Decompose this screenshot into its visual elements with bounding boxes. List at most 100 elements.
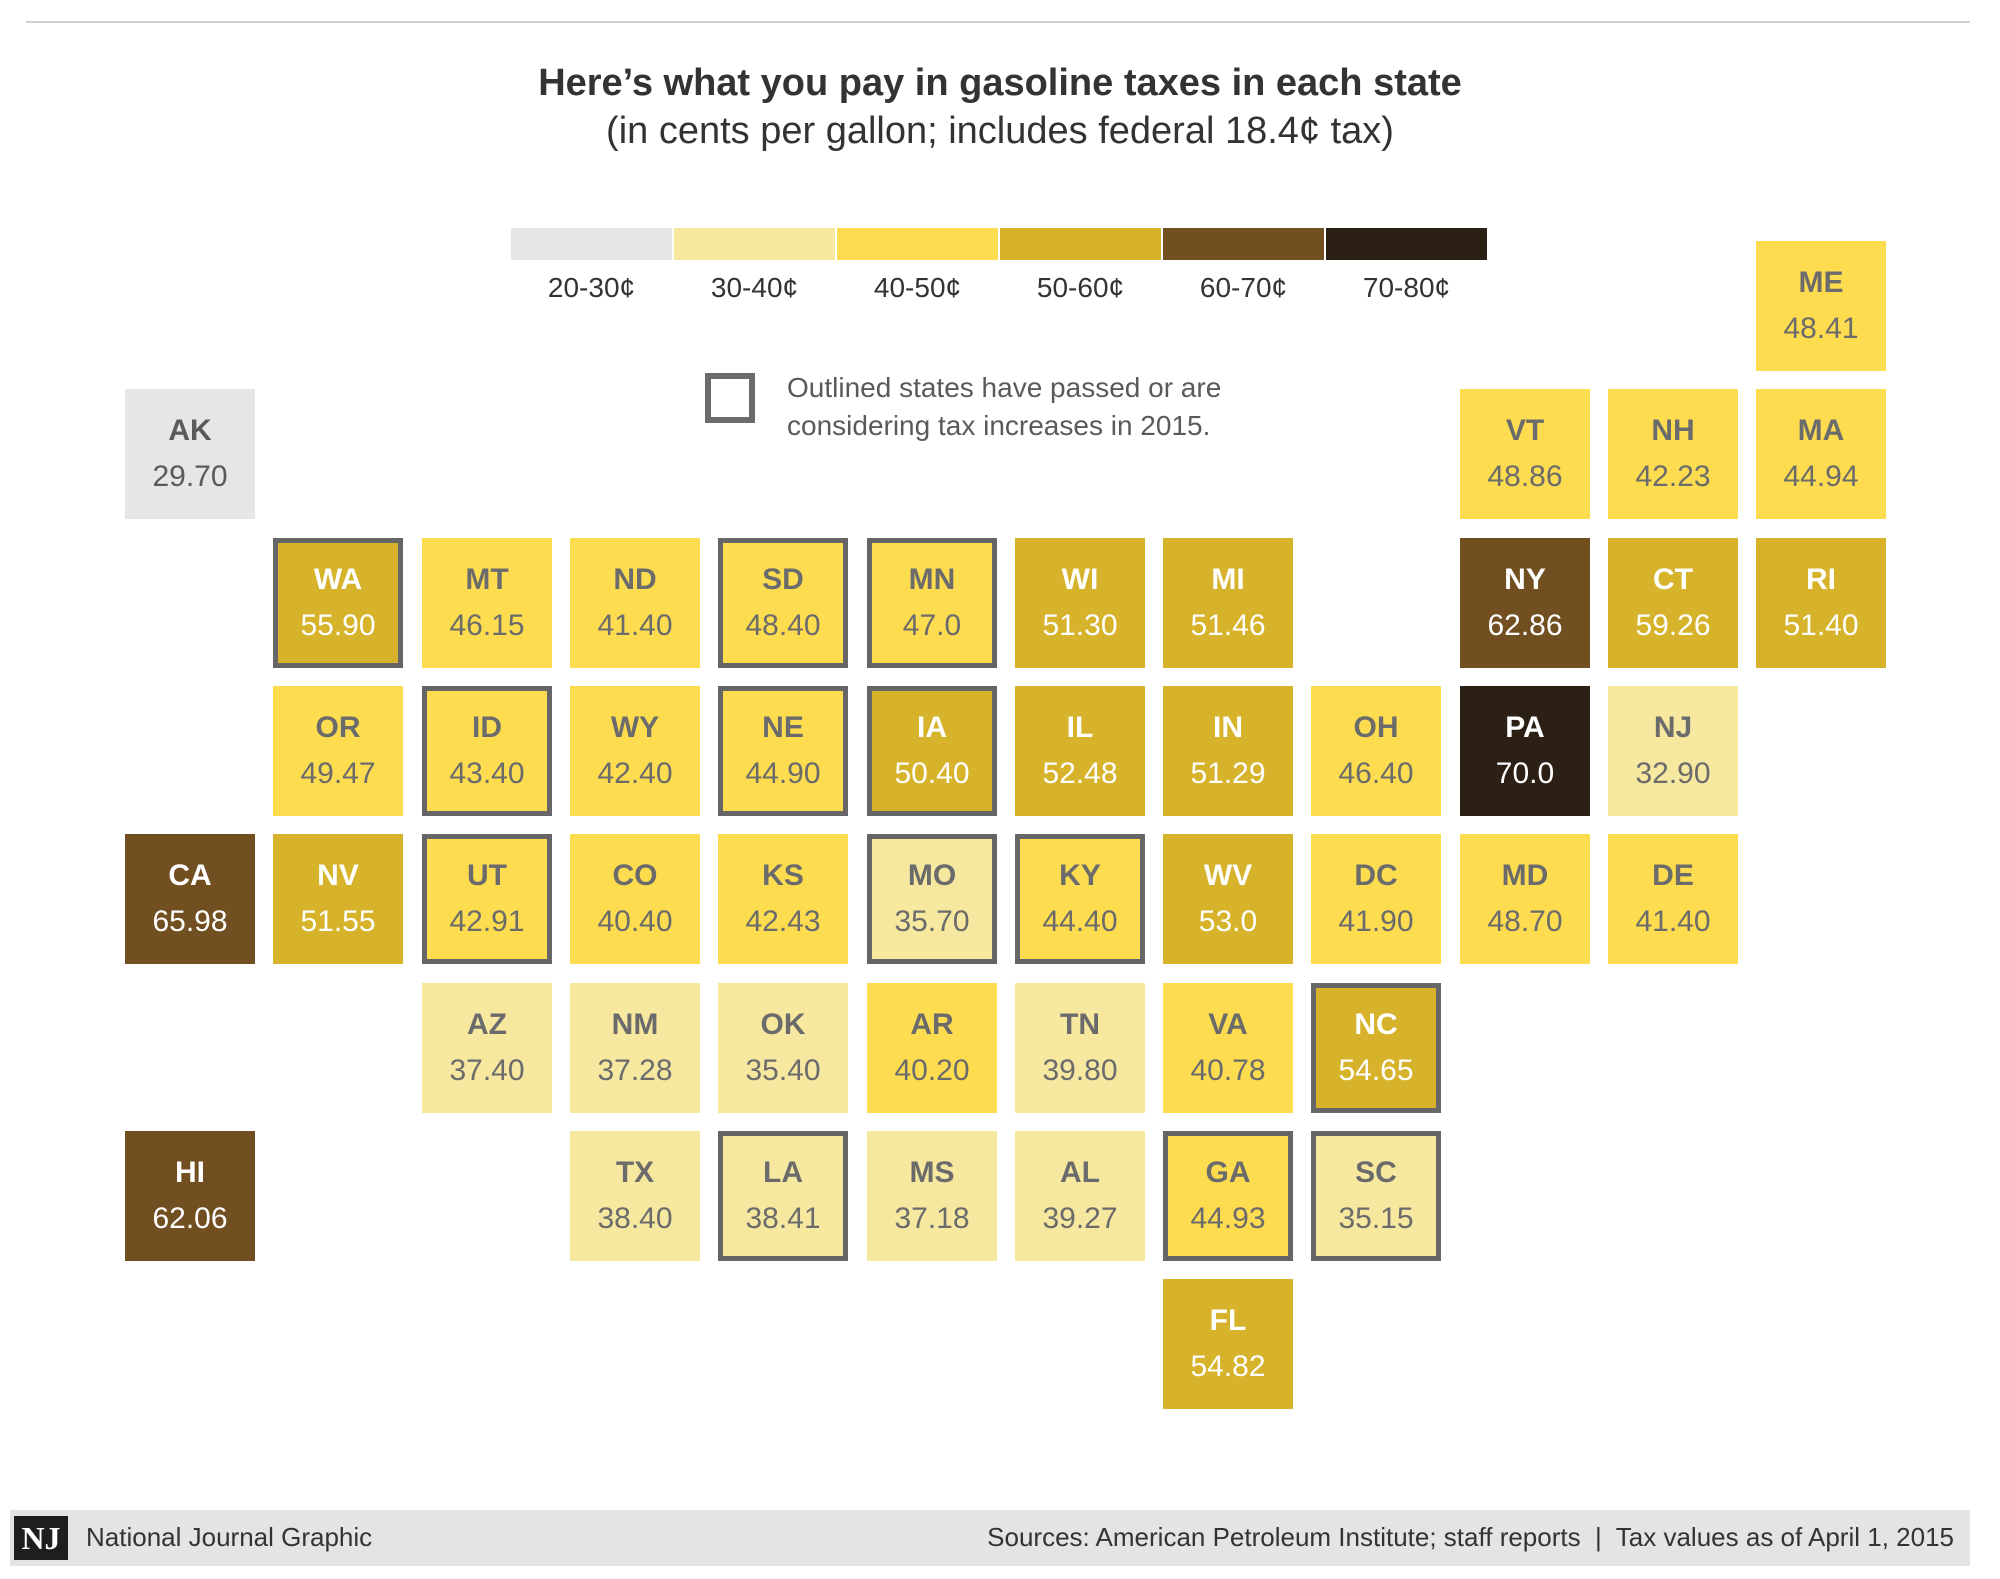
state-tile-pa: PA 70.0: [1460, 686, 1590, 816]
state-tile-de: DE 41.40: [1608, 834, 1738, 964]
state-abbr: KY: [1059, 859, 1101, 892]
state-abbr: AL: [1060, 1156, 1100, 1189]
state-abbr: OR: [315, 711, 361, 744]
legend-swatch: [511, 228, 672, 260]
state-tile-ny: NY 62.86: [1460, 538, 1590, 668]
legend-item: 30-40¢: [674, 228, 835, 304]
state-value: 43.40: [449, 757, 525, 790]
state-tile-va: VA 40.78: [1163, 983, 1293, 1113]
state-abbr: WA: [313, 563, 363, 596]
state-abbr: CO: [612, 859, 658, 892]
state-value: 37.40: [449, 1054, 525, 1087]
state-tile-ky: KY 44.40: [1015, 834, 1145, 964]
state-value: 70.0: [1495, 757, 1555, 790]
state-tile-wa: WA 55.90: [273, 538, 403, 668]
state-value: 40.78: [1190, 1054, 1266, 1087]
state-tile-tn: TN 39.80: [1015, 983, 1145, 1113]
state-abbr: MO: [907, 859, 957, 892]
state-abbr: UT: [467, 859, 507, 892]
state-abbr: DE: [1652, 859, 1694, 892]
state-abbr: GA: [1205, 1156, 1251, 1189]
state-abbr: AK: [168, 414, 212, 447]
legend-swatch: [1000, 228, 1161, 260]
footer: NJ National Journal Graphic Sources: Ame…: [10, 1510, 1970, 1566]
state-tile-ri: RI 51.40: [1756, 538, 1886, 668]
state-abbr: WI: [1061, 563, 1099, 596]
state-abbr: PA: [1505, 711, 1545, 744]
outline-legend-text: Outlined states have passed or are consi…: [787, 372, 1222, 441]
state-tile-id: ID 43.40: [422, 686, 552, 816]
state-value: 49.47: [300, 757, 376, 790]
state-tile-dc: DC 41.90: [1311, 834, 1441, 964]
state-value: 37.18: [894, 1202, 970, 1235]
state-value: 65.98: [152, 905, 228, 938]
state-tile-la: LA 38.41: [718, 1131, 848, 1261]
state-abbr: NJ: [1653, 711, 1693, 744]
state-tile-or: OR 49.47: [273, 686, 403, 816]
legend-item: 20-30¢: [511, 228, 672, 304]
legend-item: 70-80¢: [1326, 228, 1487, 304]
state-abbr: SD: [762, 563, 804, 596]
state-value: 35.40: [745, 1054, 821, 1087]
state-value: 38.40: [597, 1202, 673, 1235]
state-abbr: WV: [1203, 859, 1253, 892]
state-tile-ok: OK 35.40: [718, 983, 848, 1113]
state-tile-fl: FL 54.82: [1163, 1279, 1293, 1409]
state-abbr: MN: [908, 563, 956, 596]
state-abbr: VT: [1505, 414, 1545, 447]
state-abbr: AZ: [467, 1008, 507, 1041]
legend-item: 40-50¢: [837, 228, 998, 304]
state-value: 51.30: [1042, 609, 1118, 642]
state-abbr: SC: [1355, 1156, 1397, 1189]
state-value: 54.82: [1190, 1350, 1266, 1383]
state-tile-md: MD 48.70: [1460, 834, 1590, 964]
state-abbr: FL: [1209, 1304, 1247, 1337]
state-value: 32.90: [1635, 757, 1711, 790]
legend-swatch: [837, 228, 998, 260]
state-value: 40.20: [894, 1054, 970, 1087]
state-abbr: KS: [762, 859, 804, 892]
state-value: 41.40: [597, 609, 673, 642]
sources-text: Sources: American Petroleum Institute; s…: [987, 1522, 1954, 1552]
state-value: 48.86: [1487, 460, 1563, 493]
state-tile-ia: IA 50.40: [867, 686, 997, 816]
state-tile-oh: OH 46.40: [1311, 686, 1441, 816]
state-tile-vt: VT 48.86: [1460, 389, 1590, 519]
state-tile-ut: UT 42.91: [422, 834, 552, 964]
state-abbr: OK: [760, 1008, 806, 1041]
state-value: 29.70: [152, 460, 228, 493]
state-abbr: ID: [472, 711, 502, 744]
state-tile-nm: NM 37.28: [570, 983, 700, 1113]
state-value: 48.40: [745, 609, 821, 642]
legend-label: 20-30¢: [547, 272, 636, 303]
state-abbr: TX: [615, 1156, 655, 1189]
state-tile-az: AZ 37.40: [422, 983, 552, 1113]
state-abbr: NV: [317, 859, 359, 892]
state-value: 51.29: [1190, 757, 1266, 790]
state-value: 42.91: [449, 905, 525, 938]
state-value: 62.06: [152, 1202, 228, 1235]
state-abbr: NH: [1651, 414, 1695, 447]
state-value: 47.0: [902, 609, 962, 642]
state-abbr: CT: [1653, 563, 1693, 596]
state-value: 54.65: [1338, 1054, 1414, 1087]
state-abbr: ME: [1798, 266, 1844, 299]
state-value: 50.40: [894, 757, 970, 790]
state-abbr: NE: [762, 711, 804, 744]
state-tile-wv: WV 53.0: [1163, 834, 1293, 964]
state-value: 44.94: [1783, 460, 1859, 493]
state-tile-nh: NH 42.23: [1608, 389, 1738, 519]
state-value: 55.90: [300, 609, 376, 642]
legend-item: 50-60¢: [1000, 228, 1161, 304]
state-value: 39.27: [1042, 1202, 1118, 1235]
state-tile-mi: MI 51.46: [1163, 538, 1293, 668]
state-value: 46.40: [1338, 757, 1414, 790]
state-value: 42.43: [745, 905, 821, 938]
state-value: 44.90: [745, 757, 821, 790]
state-value: 41.40: [1635, 905, 1711, 938]
state-value: 40.40: [597, 905, 673, 938]
state-value: 52.48: [1042, 757, 1118, 790]
legend-swatch: [674, 228, 835, 260]
state-abbr: RI: [1806, 563, 1836, 596]
